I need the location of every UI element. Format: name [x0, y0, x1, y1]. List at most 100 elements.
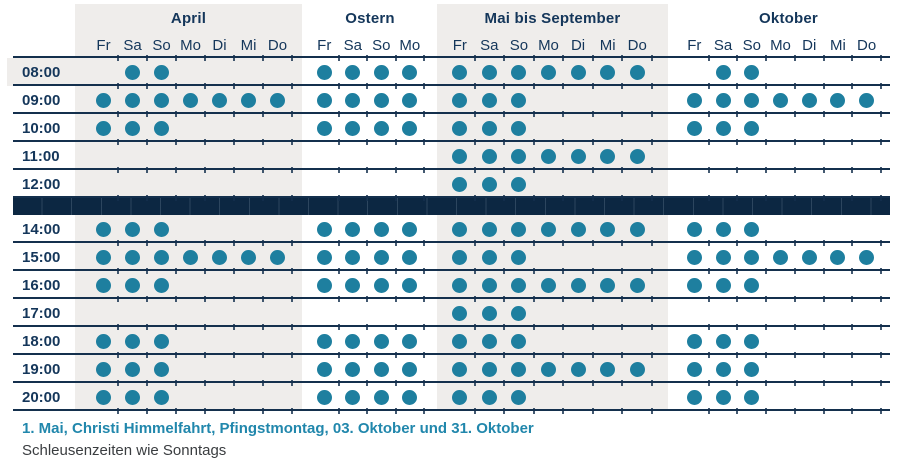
slot-cell-empty	[176, 170, 206, 201]
slot-cell-open	[89, 271, 119, 302]
row-band-mai-bis-september	[437, 86, 668, 117]
day-label: Sa	[343, 36, 362, 54]
schedule-row-1800: 18:00	[0, 327, 897, 358]
day-band-inner-oktober: Fr Sa So Mo Di Mi Do	[680, 32, 897, 61]
slot-cell-empty	[234, 114, 264, 145]
time-label: 16:00	[22, 276, 61, 294]
schedule-row-1200: 12:00	[0, 170, 897, 201]
slot-cell-empty	[852, 170, 882, 201]
row-band-mai-bis-september	[437, 114, 668, 145]
slot-cell-open	[504, 215, 535, 246]
slot-cell-open	[339, 215, 368, 246]
slot-cell-empty	[795, 215, 825, 246]
slot-cell-open	[176, 243, 206, 274]
time-label: 19:00	[22, 360, 61, 378]
slot-cell-open	[310, 355, 339, 386]
day-header-cell: Di	[795, 32, 825, 61]
open-slot-dot	[481, 221, 497, 237]
row-band-inner-mai-bis-september	[437, 142, 668, 173]
group-title-oktober: Oktober	[759, 9, 818, 27]
slot-cell-empty	[205, 215, 235, 246]
open-slot-dot	[96, 221, 111, 237]
slot-cell-open	[475, 58, 505, 89]
open-slot-dot	[511, 389, 527, 405]
row-band-ostern	[310, 86, 430, 117]
slot-cell-open	[504, 299, 535, 330]
row-band-inner-oktober	[680, 114, 897, 145]
open-slot-dot	[96, 120, 111, 136]
row-band-april	[75, 383, 302, 414]
row-band-april	[75, 86, 302, 117]
row-band-inner-ostern	[310, 327, 430, 358]
open-slot-dot	[715, 120, 731, 136]
day-header-cell: Mo	[176, 32, 206, 61]
slot-cell-empty	[118, 299, 148, 330]
row-band-inner-april	[75, 86, 302, 117]
row-band-april	[75, 215, 302, 246]
slot-cell-empty	[593, 299, 623, 330]
row-band-ostern	[310, 114, 430, 145]
slot-cell-open	[563, 355, 594, 386]
open-slot-dot	[859, 92, 875, 108]
day-label: Mi	[830, 36, 846, 54]
day-header-cell: So	[737, 32, 767, 61]
slot-cell-empty	[89, 58, 119, 89]
open-slot-dot	[801, 249, 817, 265]
row-band-ostern	[310, 299, 430, 330]
slot-cell-empty	[824, 114, 853, 145]
day-header-cell: Sa	[709, 32, 739, 61]
open-slot-dot	[154, 221, 169, 237]
slot-cell-open	[563, 271, 594, 302]
row-band-mai-bis-september	[437, 355, 668, 386]
time-label: 08:00	[0, 58, 75, 86]
row-band-inner-oktober	[680, 86, 897, 117]
row-band-april	[75, 327, 302, 358]
day-header-cell: Di	[205, 32, 235, 61]
row-band-inner-april	[75, 271, 302, 302]
slot-cell-empty	[593, 86, 623, 117]
slot-cell-open	[445, 243, 476, 274]
slot-cell-empty	[205, 170, 235, 201]
open-slot-dot	[154, 277, 169, 293]
open-slot-dot	[96, 92, 111, 108]
slot-cell-empty	[563, 86, 594, 117]
row-band-inner-mai-bis-september	[437, 114, 668, 145]
open-slot-dot	[96, 389, 111, 405]
slot-cell-open	[504, 355, 535, 386]
slot-cell-open	[475, 114, 505, 145]
slot-cell-empty	[396, 299, 425, 330]
slot-cell-open	[147, 243, 177, 274]
slot-cell-open	[534, 355, 564, 386]
day-header-cell: Sa	[339, 32, 368, 61]
open-slot-dot	[744, 221, 760, 237]
slot-cell-open	[737, 58, 767, 89]
schedule-row-1900: 19:00	[0, 355, 897, 386]
open-slot-dot	[183, 249, 198, 265]
slot-cell-open	[504, 142, 535, 173]
slot-cell-empty	[795, 327, 825, 358]
slot-cell-empty	[795, 355, 825, 386]
day-band-inner-april: Fr Sa So Mo Di Mi Do	[75, 32, 302, 61]
slot-cell-open	[622, 271, 653, 302]
row-band-inner-mai-bis-september	[437, 170, 668, 201]
header-day-labels-row: Fr Sa So Mo Di Mi Do Fr Sa So Mo Fr Sa So Mo Di Mi Do Fr Sa…	[0, 32, 897, 61]
row-band-april	[75, 170, 302, 201]
open-slot-dot	[830, 92, 846, 108]
slot-cell-open	[475, 271, 505, 302]
slot-cell-open	[205, 86, 235, 117]
row-band-oktober	[680, 170, 897, 201]
day-header-cell: Fr	[445, 32, 476, 61]
row-band-oktober	[680, 243, 897, 274]
day-label: Di	[570, 36, 586, 54]
open-slot-dot	[96, 277, 111, 293]
slot-cell-empty	[709, 142, 739, 173]
row-band-inner-mai-bis-september	[437, 355, 668, 386]
row-band-ostern	[310, 383, 430, 414]
slot-cell-open	[396, 215, 425, 246]
open-slot-dot	[744, 277, 760, 293]
row-band-mai-bis-september	[437, 142, 668, 173]
row-band-inner-mai-bis-september	[437, 243, 668, 274]
slot-cell-open	[680, 114, 710, 145]
slot-cell-open	[445, 58, 476, 89]
slot-cell-empty	[622, 86, 653, 117]
